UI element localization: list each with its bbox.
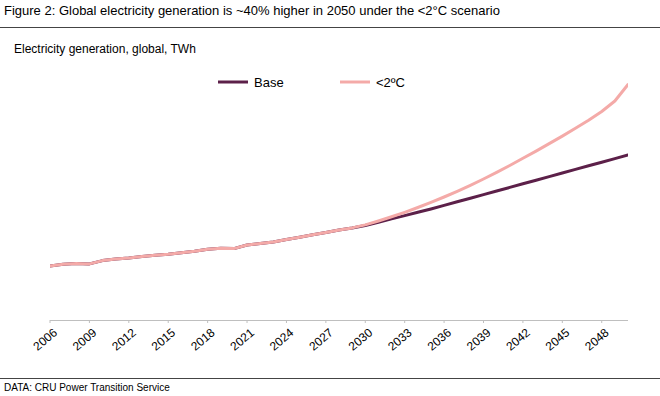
x-tick [168,320,169,323]
x-tick-label: 2009 [70,325,100,353]
x-tick [522,320,523,323]
x-tick [207,320,208,323]
title: Figure 2: Global electricity generation … [4,3,500,18]
x-tick-label: 2030 [346,325,376,353]
x-tick [89,320,90,323]
subtitle: Electricity generation, global, TWh [14,42,196,56]
legend-label: Base [254,75,284,90]
x-tick-label: 2015 [149,325,179,353]
legend-key [218,81,248,84]
series-line [50,85,628,267]
x-tick-label: 2036 [425,325,455,353]
x-tick-label: 2018 [188,325,218,353]
series-line [50,155,628,266]
x-tick-label: 2006 [30,325,60,353]
source: DATA: CRU Power Transition Service [4,382,170,393]
x-tick-label: 2039 [464,325,494,353]
x-tick [50,320,51,323]
x-tick-label: 2045 [543,325,573,353]
x-tick-label: 2027 [306,325,336,353]
source-rule [0,378,660,379]
x-tick [562,320,563,323]
x-tick [286,320,287,323]
x-tick [601,320,602,323]
x-tick [128,320,129,323]
x-tick [365,320,366,323]
title-rule [0,27,660,28]
plot-area [50,85,628,267]
x-tick-label: 2021 [228,325,258,353]
x-tick [325,320,326,323]
x-tick [483,320,484,323]
x-tick [404,320,405,323]
x-tick-label: 2042 [503,325,533,353]
legend-key [340,81,370,84]
x-tick [247,320,248,323]
x-tick-label: 2033 [385,325,415,353]
legend-label: <2ºC [376,75,405,90]
legend-entry: Base [218,75,284,90]
x-tick [444,320,445,323]
x-tick-label: 2024 [267,325,297,353]
x-tick-label: 2012 [109,325,139,353]
x-axis [50,320,628,321]
chart: Figure 2: Global electricity generation … [0,0,660,396]
x-tick-label: 2048 [582,325,612,353]
legend-entry: <2ºC [340,75,405,90]
